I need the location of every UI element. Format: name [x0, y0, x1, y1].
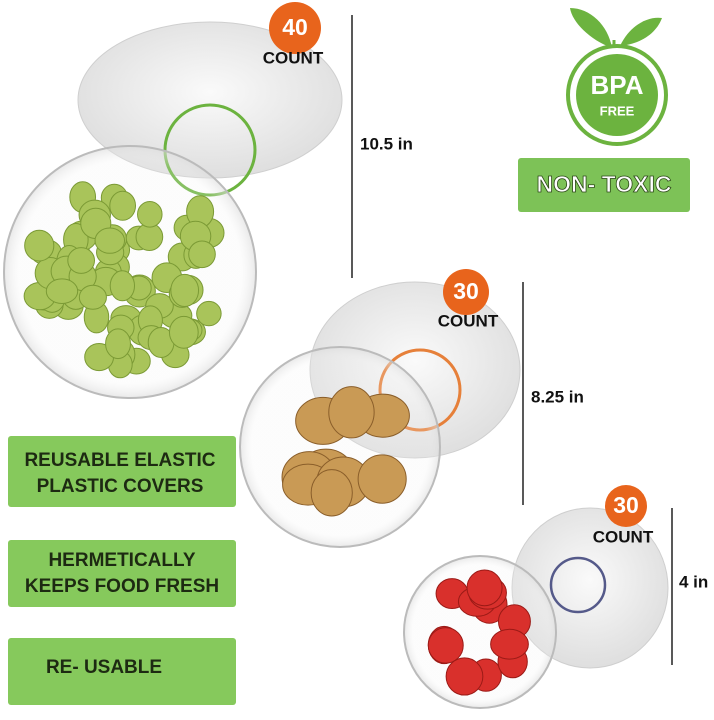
- food-piece: [328, 386, 375, 439]
- claim: NON- TOXIC: [536, 171, 671, 197]
- food-piece: [24, 229, 55, 262]
- feature-box: [8, 436, 236, 507]
- count-badge: [269, 2, 321, 54]
- food-piece: [137, 201, 163, 228]
- food-piece: [310, 469, 353, 517]
- feature-box: [8, 540, 236, 607]
- feature-line: PLASTIC COVERS: [37, 476, 204, 497]
- size-label: 4 in: [679, 572, 708, 591]
- size-label: 8.25 in: [531, 387, 584, 406]
- food-piece: [109, 190, 137, 221]
- count-badge: [605, 485, 647, 527]
- food-piece: [466, 569, 503, 607]
- badge-subtitle: FREE: [600, 103, 635, 118]
- claim-box: [518, 158, 690, 212]
- feature-line: REUSABLE ELASTIC: [24, 450, 215, 471]
- food-piece: [188, 240, 216, 269]
- feature-line: KEEPS FOOD FRESH: [25, 576, 219, 597]
- bpa-logo: BPA FREE: [566, 8, 668, 146]
- feature-box: [8, 638, 236, 705]
- food-piece: [78, 284, 107, 310]
- badge-title: BPA: [591, 70, 644, 100]
- feature-line: HERMETICALLY: [48, 550, 195, 571]
- count: 30: [613, 492, 639, 518]
- food-piece: [427, 627, 464, 664]
- count: 30: [453, 278, 479, 304]
- count-unit: COUNT: [593, 527, 654, 546]
- food-piece: [445, 657, 484, 696]
- food-piece: [170, 273, 200, 307]
- strawberry-bowl: [403, 555, 557, 709]
- food-piece: [109, 270, 136, 302]
- grapes-bowl: [3, 145, 257, 399]
- food-piece: [490, 628, 529, 660]
- count: 40: [282, 14, 308, 40]
- food-piece: [105, 328, 131, 360]
- count-badge: [443, 269, 489, 315]
- food-piece: [168, 315, 199, 349]
- food-piece: [45, 278, 79, 305]
- food-piece: [196, 300, 222, 327]
- food-piece: [94, 227, 126, 254]
- food-piece: [67, 247, 96, 274]
- size-label: 10.5 in: [360, 134, 413, 153]
- count-unit: COUNT: [438, 311, 499, 330]
- cookies-bowl: [239, 346, 441, 548]
- food-piece: [357, 454, 407, 504]
- count-unit: COUNT: [263, 48, 324, 67]
- feature-line: RE- USABLE: [46, 657, 162, 678]
